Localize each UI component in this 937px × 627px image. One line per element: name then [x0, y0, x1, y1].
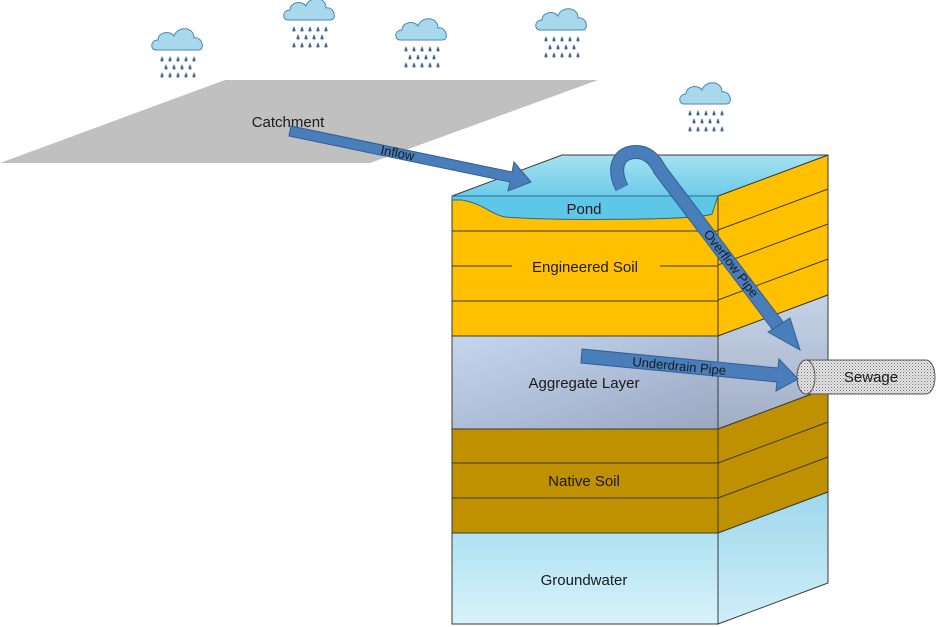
rain-cloud-icon	[283, 0, 335, 49]
groundwater-layer	[451, 532, 719, 625]
native-soil-label: Native Soil	[548, 473, 620, 490]
inflow-arrow: Inflow	[288, 125, 532, 192]
rain-cloud-icon	[679, 82, 731, 133]
rain-cloud-icon	[535, 8, 587, 59]
pond-label: Pond	[566, 201, 601, 218]
sewage-label: Sewage	[844, 369, 898, 386]
engineered-soil-label: Engineered Soil	[532, 259, 638, 276]
catchment-label: Catchment	[252, 114, 325, 131]
sewage-pipe: Sewage	[796, 359, 936, 395]
inflow-label: Inflow	[379, 142, 416, 164]
aggregate-layer-label: Aggregate Layer	[529, 375, 640, 392]
rain-cloud-icon	[395, 18, 447, 69]
block-front-faces	[451, 195, 719, 625]
catchment-surface	[0, 80, 598, 163]
groundwater-label: Groundwater	[541, 572, 628, 589]
rain-cloud-icon	[151, 28, 203, 79]
native-soil-layer	[451, 428, 719, 534]
